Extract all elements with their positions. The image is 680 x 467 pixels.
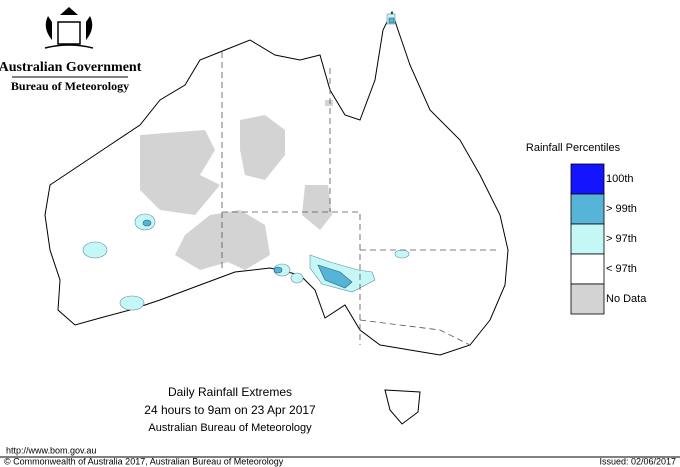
legend-label: > 99th bbox=[606, 203, 637, 215]
legend: 100th > 99th > 97th < 97th No Data bbox=[570, 163, 647, 315]
legend-swatch bbox=[570, 223, 605, 255]
legend-title: Rainfall Percentiles bbox=[526, 142, 621, 154]
legend-label: 100th bbox=[606, 173, 634, 185]
legend-swatch bbox=[570, 163, 605, 195]
legend-label: > 97th bbox=[606, 233, 637, 245]
legend-swatch bbox=[570, 253, 605, 285]
legend-swatch bbox=[570, 193, 605, 225]
legend-label: No Data bbox=[606, 293, 647, 305]
caption-source: Australian Bureau of Meteorology bbox=[148, 422, 312, 434]
bureau-name: Bureau of Meteorology bbox=[11, 79, 129, 93]
footer-issued: Issued: 02/06/2017 bbox=[599, 456, 676, 466]
caption: Daily Rainfall Extremes 24 hours to 9am … bbox=[144, 385, 316, 434]
caption-title: Daily Rainfall Extremes bbox=[168, 385, 292, 399]
footer-url: http://www.bom.gov.au bbox=[6, 445, 96, 455]
legend-label: < 97th bbox=[606, 263, 637, 275]
caption-period: 24 hours to 9am on 23 Apr 2017 bbox=[144, 403, 316, 417]
australia-map bbox=[44, 10, 509, 425]
footer-copyright: © Commonwealth of Australia 2017, Austra… bbox=[4, 456, 284, 466]
government-name: Australian Government bbox=[0, 60, 142, 75]
legend-swatch bbox=[570, 283, 605, 315]
coat-of-arms bbox=[44, 7, 94, 49]
